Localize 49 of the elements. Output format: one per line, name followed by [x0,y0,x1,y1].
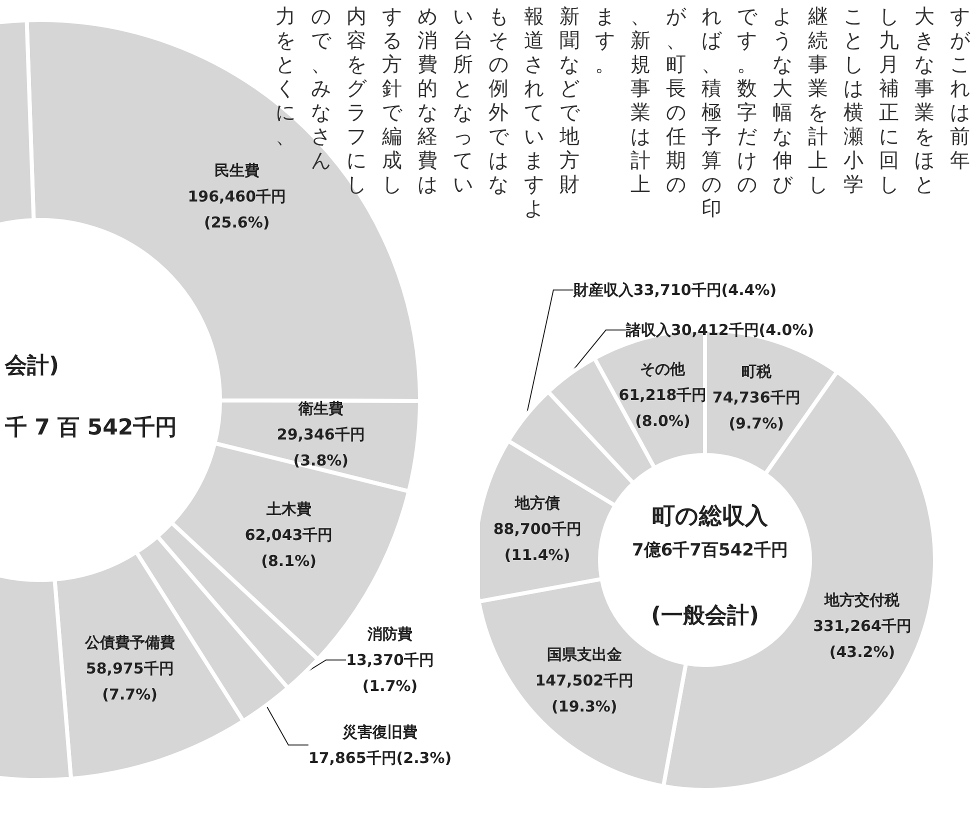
slice-label: 財産収入33,710千円(4.4%) [572,281,777,299]
text: です。数字だけの [736,4,758,196]
data-label: 74,736千円 (9.7%) [712,388,800,432]
slice-label: 諸収入30,412千円(4.0%) [624,321,814,339]
text: 、新規事業は計上 [630,4,652,196]
text: (一般会計) [650,604,760,628]
slice-label: 町税 [741,362,772,380]
text: 報道されていますよ [524,4,544,220]
text: め消費的な経費は [416,4,438,196]
text: 力をとくに、 [274,4,296,148]
slice-label: 土木費 [265,500,312,518]
text: もその例外ではな [488,4,510,196]
text: 千 7 百 542千円 [4,416,178,440]
text: が、町長の任期の [665,4,688,196]
data-label: 13,370千円 (1.7%) [346,651,434,695]
text: する方針で編成し [381,4,404,196]
slice-label: 民生費 [214,162,260,180]
data-label: 61,218千円 (8.0%) [618,386,707,430]
slice-label: 災害復旧費 [342,723,418,741]
text: ので、みなさん [310,4,332,172]
data-label: 17,865千円(2.3%) [308,749,452,767]
text: れば、積極予算の印 [702,4,722,220]
text: ような大幅な伸び [772,4,794,196]
data-label: 62,043千円 (8.1%) [244,526,333,570]
data-label: 58,975千円 (7.7%) [86,659,174,704]
text: 新聞などで地方財 [558,4,581,196]
text: 町の総収入 [652,504,769,530]
text: 大きな事業をほと [914,4,936,196]
text: すがこれは前年 [949,4,972,172]
data-label: 196,460千円 (25.6%) [188,188,286,232]
text: 内容をグラフにし [346,4,368,196]
data-label: 147,502千円 (19.3%) [535,672,634,716]
data-label: 29,346千円 (3.8%) [276,426,365,470]
text: ます。 [594,4,616,76]
slice-label: 衛生費 [297,400,344,418]
text: 会計) [4,354,60,378]
slice-label: 地方債 [514,494,560,512]
slice-label: その他 [640,360,686,378]
text: し九月補正に回し [878,4,900,196]
text: 継続事業を計上し [807,4,829,196]
slice-label: 地方交付税 [824,590,901,609]
text: い台所となってい [452,4,474,196]
text: ことしは横瀬小学 [842,4,864,196]
slice-label: 国県支出金 [546,646,622,664]
slice-label: 消防費 [366,625,412,643]
slice-label: 公債費予備費 [84,633,175,652]
text: 7億6千7百542千円 [632,540,788,560]
data-label: 331,264千円 (43.2%) [813,616,912,661]
data-label: 88,700千円 (11.4%) [493,520,582,564]
